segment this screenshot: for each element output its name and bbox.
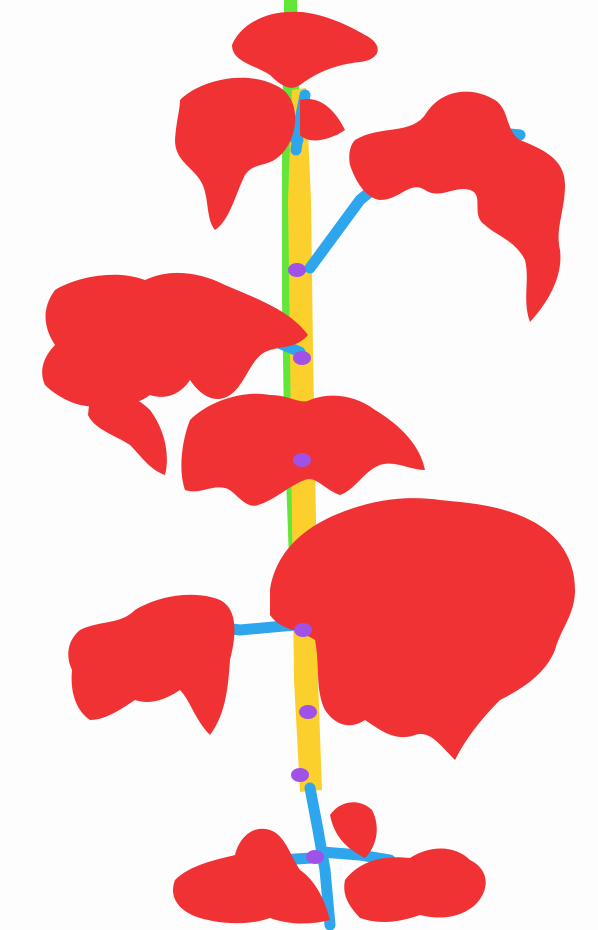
leaf-lower-right (270, 498, 575, 760)
leaf-mid-left (42, 272, 308, 407)
stem-node (306, 850, 324, 864)
stem-node (288, 263, 306, 277)
leaf-apex (232, 11, 378, 88)
leaves (42, 11, 575, 924)
stem-node (291, 768, 309, 782)
leaf-base-right (330, 802, 377, 858)
leaf-upper-right (349, 91, 565, 322)
leaf-upper-left (175, 77, 296, 231)
leaf-mid-center (181, 393, 425, 506)
nodes (288, 263, 324, 864)
leaf-lower-left (68, 594, 235, 735)
stem-node (294, 623, 312, 637)
stem-node (293, 453, 311, 467)
stem-node (293, 351, 311, 365)
leaf-base (172, 828, 330, 924)
stem-node (299, 705, 317, 719)
